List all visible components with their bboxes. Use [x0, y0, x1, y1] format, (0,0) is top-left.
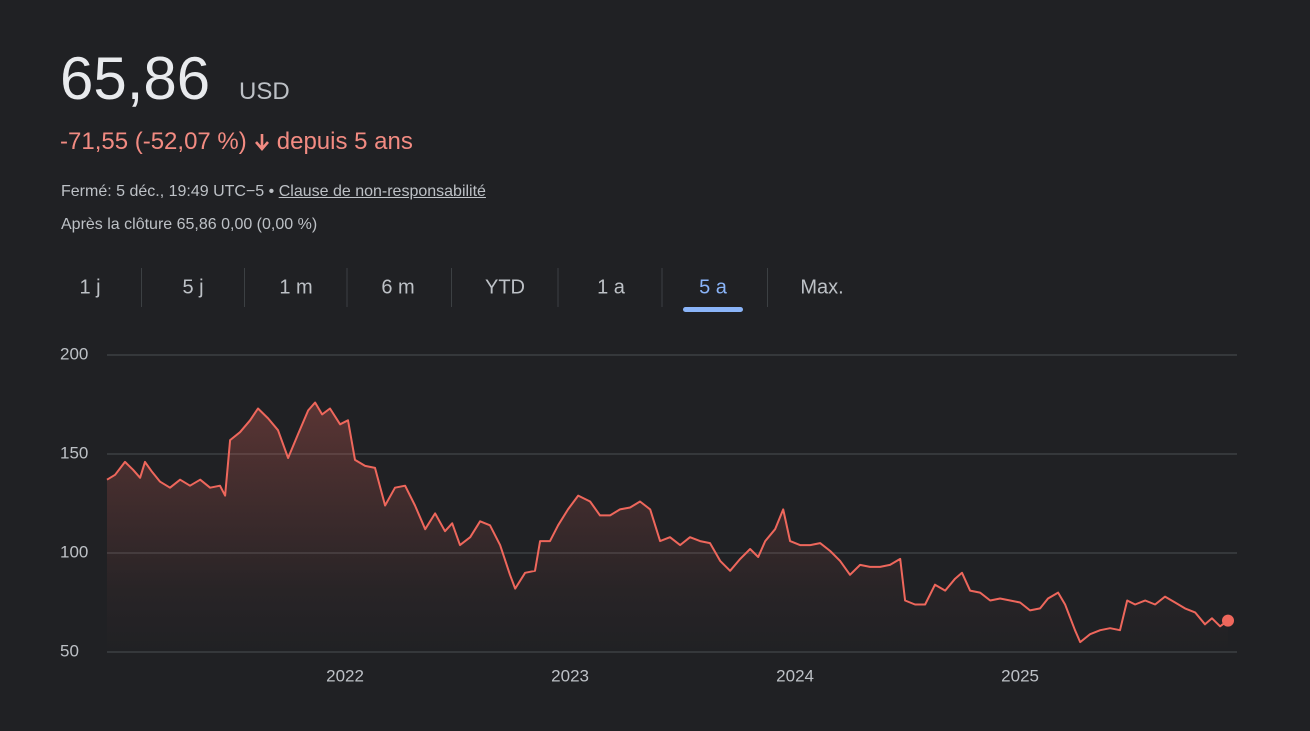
down-arrow	[254, 134, 269, 151]
range-tab[interactable]: 5 j	[182, 276, 203, 298]
range-tab[interactable]: 1 m	[279, 276, 312, 298]
price-line	[106, 401, 1229, 644]
price: 65,86	[60, 45, 211, 112]
x-tick-label: 2024	[776, 666, 814, 685]
range-tab[interactable]: 1 a	[597, 276, 626, 298]
range-tab[interactable]: Max.	[800, 276, 843, 298]
last-point	[1221, 614, 1234, 627]
closed-info: Fermé: 5 déc., 19:49 UTC−5 •	[61, 183, 275, 200]
y-tick-label: 200	[60, 344, 88, 363]
period: depuis 5 ans	[276, 128, 413, 155]
x-tick-label: 2023	[551, 666, 589, 685]
x-tick-label: 2022	[326, 666, 364, 685]
range-tab[interactable]: 5 a	[699, 276, 728, 298]
active-tab-indicator	[683, 307, 743, 312]
y-tick-label: 150	[60, 443, 88, 462]
y-tick-label: 100	[60, 542, 88, 561]
change: -71,55 (-52,07 %)	[60, 128, 247, 155]
currency: USD	[239, 78, 290, 105]
after-hours: Après la clôture 65,86 0,00 (0,00 %)	[61, 216, 318, 233]
x-tick-label: 2025	[1001, 666, 1039, 685]
range-tab[interactable]: YTD	[485, 276, 525, 298]
range-tab[interactable]: 1 j	[79, 276, 100, 298]
area	[107, 402, 1228, 652]
disclaimer-link[interactable]: Clause de non-responsabilité	[278, 183, 486, 200]
range-tab[interactable]: 6 m	[381, 276, 414, 298]
closed-row: Fermé: 5 déc., 19:49 UTC−5 • Clause de n…	[61, 183, 486, 201]
y-tick-label: 50	[60, 641, 79, 660]
change-row: -71,55 (-52,07 %) depuis 5 ans	[60, 128, 413, 156]
